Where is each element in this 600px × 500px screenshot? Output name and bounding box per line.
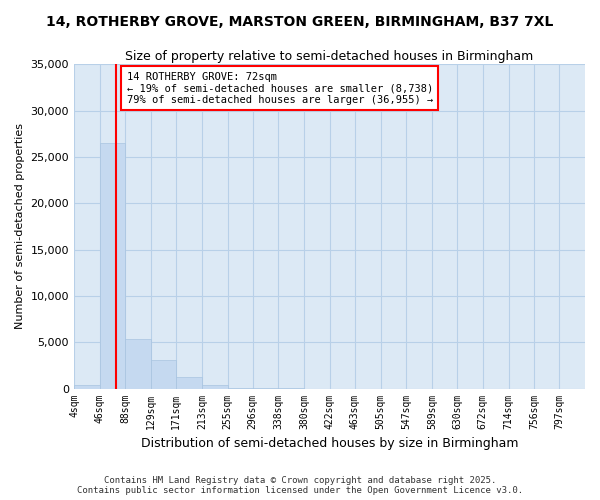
Bar — [125, 340, 151, 388]
Bar — [202, 385, 227, 388]
Bar — [100, 143, 125, 388]
Text: 14, ROTHERBY GROVE, MARSTON GREEN, BIRMINGHAM, B37 7XL: 14, ROTHERBY GROVE, MARSTON GREEN, BIRMI… — [46, 15, 554, 29]
X-axis label: Distribution of semi-detached houses by size in Birmingham: Distribution of semi-detached houses by … — [141, 437, 518, 450]
Y-axis label: Number of semi-detached properties: Number of semi-detached properties — [15, 124, 25, 330]
Text: 14 ROTHERBY GROVE: 72sqm
← 19% of semi-detached houses are smaller (8,738)
79% o: 14 ROTHERBY GROVE: 72sqm ← 19% of semi-d… — [127, 72, 433, 105]
Text: Contains HM Land Registry data © Crown copyright and database right 2025.
Contai: Contains HM Land Registry data © Crown c… — [77, 476, 523, 495]
Title: Size of property relative to semi-detached houses in Birmingham: Size of property relative to semi-detach… — [125, 50, 533, 63]
Bar — [176, 378, 202, 388]
Bar — [74, 385, 100, 388]
Bar — [151, 360, 176, 388]
